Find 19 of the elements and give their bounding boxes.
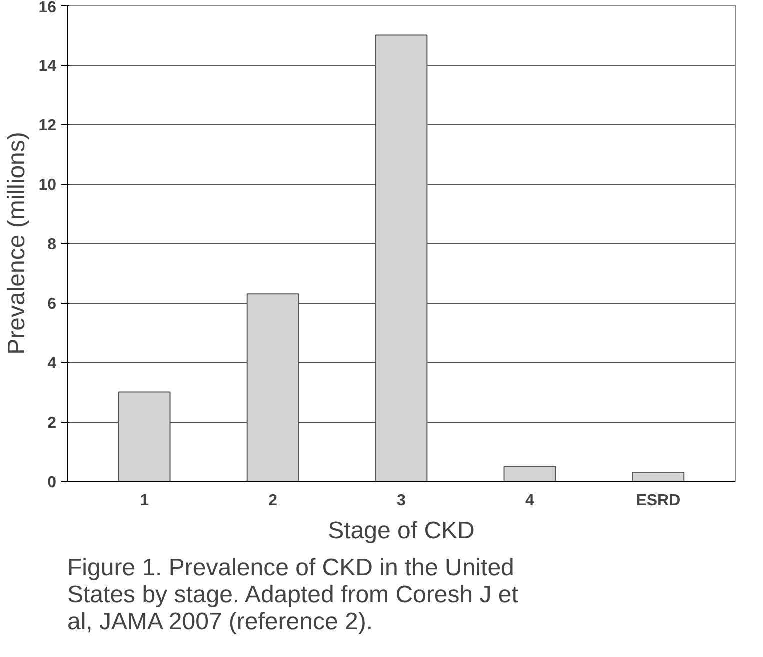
caption: Figure 1. Prevalence of CKD in the United States by stage. Adapted from Coresh J et al, JAMA 2007 (reference 2).: [68, 554, 519, 636]
y-axis-title: Prevalence (millions): [4, 132, 31, 355]
x-tick-label: 3: [397, 492, 406, 510]
bar: [504, 466, 556, 482]
y-tick-label: 16: [38, 0, 57, 16]
y-tick-label: 12: [38, 118, 57, 134]
bar: [632, 472, 685, 482]
x-tick-label: 2: [268, 492, 278, 510]
x-tick-label: 1: [140, 492, 150, 510]
x-tick-label: 4: [526, 492, 535, 510]
y-tick-label: 2: [48, 415, 57, 432]
y-tick-label: 4: [48, 356, 57, 372]
y-tick-label: 6: [48, 296, 57, 313]
y-tick-label: 14: [38, 58, 57, 75]
y-tick-label: 10: [38, 177, 57, 194]
y-tick-label: 0: [48, 474, 57, 492]
x-tick-label: ESRD: [636, 492, 681, 510]
y-tick-label: 8: [48, 236, 57, 254]
x-axis-title: Stage of CKD: [328, 518, 475, 544]
